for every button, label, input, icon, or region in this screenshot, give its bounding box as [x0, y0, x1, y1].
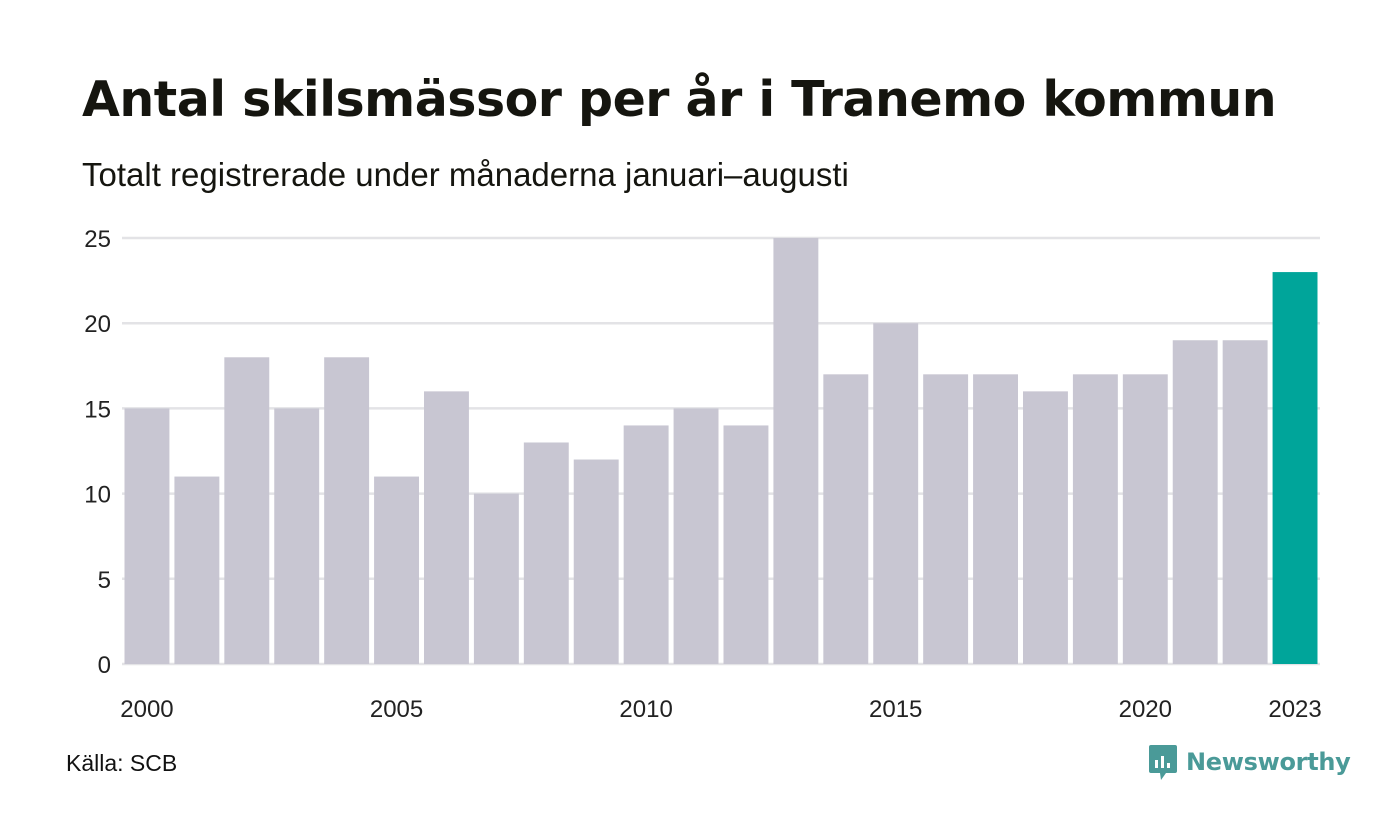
bar-2020 [1122, 374, 1168, 664]
bar-2012 [723, 425, 769, 664]
bar-2013 [773, 238, 819, 664]
bar-2009 [573, 459, 619, 664]
bar-2005 [374, 476, 419, 664]
bar-2000 [124, 408, 170, 664]
bar-2010 [623, 425, 669, 664]
y-tick-label: 20 [84, 311, 111, 338]
newsworthy-logo-icon [1149, 745, 1177, 780]
y-tick-label: 10 [84, 482, 111, 509]
bar-chart: 0 5 10 15 20 25 2000 2005 2010 2015 2020 2023 [84, 226, 1321, 723]
x-tick-label: 2010 [619, 696, 672, 723]
bar-2023 [1272, 272, 1318, 664]
bar-2022 [1222, 340, 1268, 664]
x-tick-label: 2020 [1119, 696, 1172, 723]
bar-2007 [473, 493, 519, 664]
x-tick-label: 2005 [370, 696, 423, 723]
bar-2002 [224, 357, 270, 664]
x-tick-label: 2000 [120, 696, 173, 723]
brand-logo: Newsworthy [1148, 742, 1351, 782]
bar-2008 [523, 442, 569, 664]
bar-2003 [274, 408, 320, 664]
brand-name: Newsworthy [1186, 748, 1351, 776]
bar-2006 [424, 391, 469, 664]
y-tick-label: 5 [98, 567, 111, 594]
x-tick-label: 2015 [869, 696, 922, 723]
bar-2021 [1172, 340, 1218, 664]
bar-2011 [673, 408, 719, 664]
bar-2017 [973, 374, 1018, 664]
y-axis-ticks: 0 5 10 15 20 25 [84, 226, 111, 679]
bar-2015 [873, 323, 919, 664]
y-tick-label: 0 [98, 652, 111, 679]
bar-2018 [1023, 391, 1068, 664]
bar-2004 [324, 357, 370, 664]
bars [124, 238, 1318, 664]
x-axis-ticks: 2000 2005 2010 2015 2020 2023 [120, 696, 1321, 723]
chart-subtitle: Totalt registrerade under månaderna janu… [82, 156, 849, 193]
y-tick-label: 15 [84, 396, 111, 423]
y-tick-label: 25 [84, 226, 111, 253]
x-tick-label: 2023 [1268, 696, 1321, 723]
bar-2014 [823, 374, 869, 664]
bar-2016 [923, 374, 969, 664]
bar-2019 [1072, 374, 1118, 664]
gridlines [122, 236, 1320, 666]
chart-title: Antal skilsmässor per år i Tranemo kommu… [82, 71, 1277, 128]
source-note: Källa: SCB [66, 750, 178, 776]
bar-2001 [174, 476, 220, 664]
